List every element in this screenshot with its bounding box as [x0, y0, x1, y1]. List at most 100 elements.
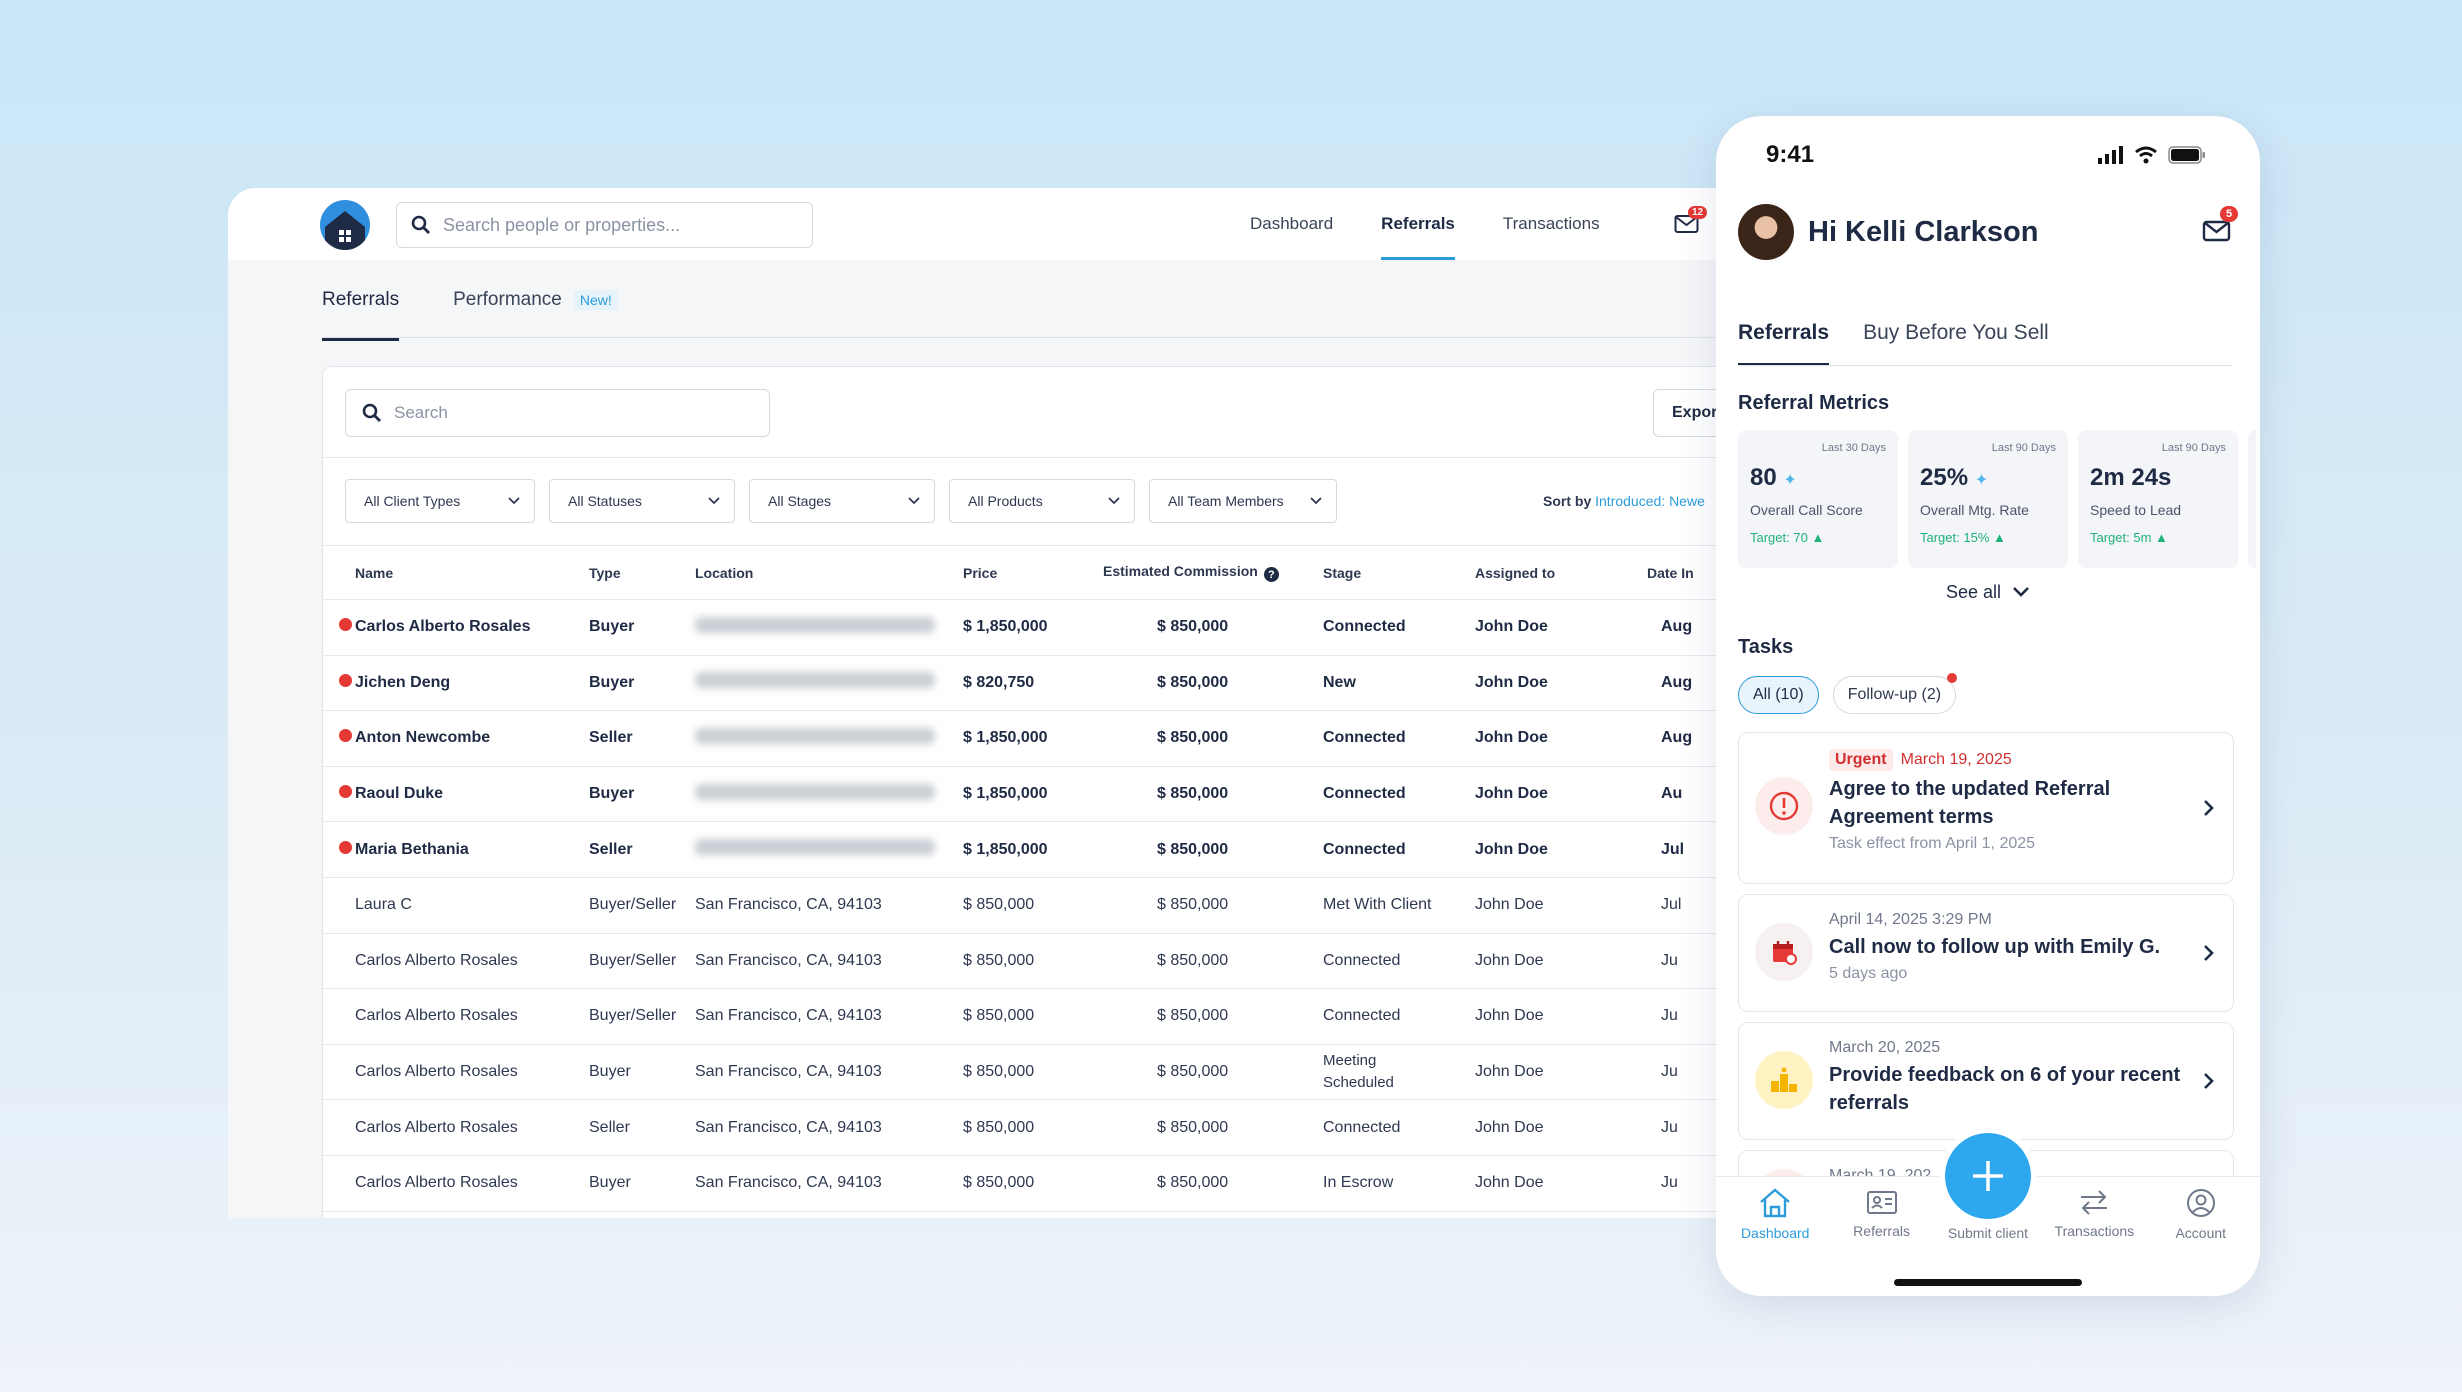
- header-name[interactable]: Name: [355, 545, 589, 600]
- header-type[interactable]: Type: [589, 545, 695, 600]
- filter-dropdown[interactable]: All Team Members: [1149, 479, 1337, 523]
- nav-referrals[interactable]: Referrals: [1832, 1177, 1932, 1296]
- cell-stage-wrap: Connected: [1323, 933, 1475, 990]
- task-body: March 20, 2025 Provide feedback on 6 of …: [1829, 1039, 2183, 1117]
- table-search-input[interactable]: Search: [345, 389, 770, 437]
- see-all-label: See all: [1945, 582, 2002, 602]
- filter-label: All Stages: [768, 493, 832, 509]
- cell-name: Carlos Alberto Rosales: [355, 1155, 589, 1212]
- export-button[interactable]: Expor: [1653, 389, 1768, 437]
- podium-icon: [1755, 1051, 1813, 1109]
- metric-card[interactable]: Last 90 Days 25% ✦ Overall Mtg. Rate Target…: [1908, 430, 2068, 568]
- table-row[interactable]: Carlos Alberto Rosales Buyer $ 1,850,000 $ …: [323, 599, 1723, 656]
- header-date[interactable]: Date In: [1647, 545, 1723, 600]
- logo[interactable]: [320, 200, 370, 250]
- mail-button[interactable]: 12: [1674, 206, 1708, 239]
- cell-date: Ju: [1647, 1099, 1723, 1156]
- cell-type: Buyer: [589, 1044, 695, 1101]
- cell-location: San Francisco, CA, 94103: [695, 951, 882, 969]
- cell-commission: $ 850,000: [1103, 988, 1323, 1045]
- table-row[interactable]: Anton Newcombe Seller $ 1,850,000 $ 850,000…: [323, 710, 1723, 767]
- filter-dropdown[interactable]: All Stages: [749, 479, 935, 523]
- table-row[interactable]: Maria Bethania Seller $ 1,850,000 $ 850,000…: [323, 821, 1723, 878]
- table-row[interactable]: Carlos Alberto Rosales Buyer/Seller San Fr…: [323, 933, 1723, 990]
- see-all-button[interactable]: See all: [1716, 582, 2260, 603]
- header-commission[interactable]: Estimated Commission?: [1103, 545, 1323, 600]
- nav-label: Submit client: [1947, 1225, 2029, 1241]
- help-icon[interactable]: ?: [1263, 567, 1279, 583]
- sort-control[interactable]: Sort by Introduced: Newe: [1543, 493, 1705, 509]
- cell-location: San Francisco, CA, 94103: [695, 896, 882, 914]
- cell-date: Ju: [1647, 988, 1723, 1045]
- chip-follow-up-label: Follow-up (2): [1847, 686, 1942, 703]
- filter-dropdown[interactable]: All Products: [949, 479, 1135, 523]
- avatar[interactable]: [1738, 204, 1794, 260]
- task-card[interactable]: March 20, 2025 Provide feedback on 6 of …: [1738, 1022, 2234, 1140]
- submit-client-fab[interactable]: [1945, 1133, 2031, 1219]
- chevron-down-icon: [1310, 497, 1322, 505]
- divider: [323, 457, 1768, 458]
- task-card[interactable]: Urgent March 19, 2025 Agree to the update…: [1738, 732, 2234, 884]
- filter-dropdown[interactable]: All Statuses: [549, 479, 735, 523]
- table-row[interactable]: Carlos Alberto Rosales Buyer San Francisco…: [323, 1044, 1723, 1101]
- metric-target-wrap: Target: 70 ▲: [1750, 530, 1824, 545]
- tab-referrals[interactable]: Referrals: [322, 260, 400, 341]
- urgent-badge: Urgent: [1829, 749, 1893, 771]
- nav-dashboard[interactable]: Dashboard: [1250, 214, 1334, 233]
- header-location[interactable]: Location: [695, 545, 963, 600]
- wifi-icon: [2135, 146, 2157, 164]
- cell-stage-wrap: Connected: [1323, 1099, 1475, 1156]
- filter-dropdown[interactable]: All Client Types: [345, 479, 535, 523]
- cell-price: $ 820,750: [963, 655, 1103, 712]
- referrals-table: Name Type Location Price Estimated Commi…: [323, 545, 1723, 1212]
- metric-period: Last 30 Days: [1821, 442, 1886, 454]
- metric-card[interactable]: Last 30 Days 80 ✦ Overall Call Score Target…: [1738, 430, 1898, 568]
- cell-stage: Connected: [1323, 729, 1406, 747]
- chevron-right-icon: [2204, 800, 2214, 816]
- table-row[interactable]: Jichen Deng Buyer $ 820,750 $ 850,000 New Joh…: [323, 655, 1723, 712]
- tab-referrals[interactable]: Referrals: [1738, 300, 1830, 366]
- table-row[interactable]: Laura C Buyer/Seller San Francisco, CA, 94…: [323, 877, 1723, 934]
- cell-assigned: John Doe: [1475, 1155, 1647, 1212]
- global-search-input[interactable]: Search people or properties...: [396, 202, 813, 248]
- header-status: [323, 545, 355, 600]
- cell-location-wrap: San Francisco, CA, 94103: [695, 1044, 963, 1101]
- mail-button[interactable]: 5: [2202, 206, 2239, 247]
- header-assigned[interactable]: Assigned to: [1475, 545, 1647, 600]
- nav-submit-client[interactable]: Submit client: [1938, 1177, 2038, 1296]
- nav-dashboard[interactable]: Dashboard: [1725, 1177, 1825, 1296]
- task-card[interactable]: April 14, 2025 3:29 PM Call now to follo…: [1738, 894, 2234, 1012]
- nav-transactions[interactable]: Transactions: [1502, 214, 1600, 233]
- notification-dot: [1947, 673, 1958, 683]
- tab-performance[interactable]: Performance New!: [453, 260, 618, 340]
- nav-referrals[interactable]: Referrals: [1381, 188, 1455, 260]
- cell-assigned: John Doe: [1475, 1099, 1647, 1156]
- chevron-down-icon: [908, 497, 920, 505]
- mail-badge: 12: [1688, 206, 1708, 219]
- cell-name: Laura C: [355, 877, 589, 934]
- blurred-location: [695, 616, 935, 633]
- mail-icon: [1674, 215, 1699, 233]
- cell-status: [323, 766, 355, 823]
- tab-buy-before-you-sell[interactable]: Buy Before You Sell: [1863, 321, 2049, 344]
- table-row[interactable]: Carlos Alberto Rosales Buyer/Seller San Fr…: [323, 988, 1723, 1045]
- nav-account[interactable]: Account: [2151, 1177, 2251, 1296]
- metrics-row: Last 30 Days 80 ✦ Overall Call Score Target…: [1738, 430, 2256, 568]
- filter-bar: All Client Types All Statuses All Stages Al…: [345, 479, 1337, 523]
- metric-value-wrap: 80 ✦: [1750, 464, 1797, 492]
- table-row[interactable]: Raoul Duke Buyer $ 1,850,000 $ 850,000 Conne…: [323, 766, 1723, 823]
- cell-location-wrap: [695, 710, 963, 767]
- chip-follow-up[interactable]: Follow-up (2): [1832, 673, 1958, 714]
- chip-all[interactable]: All (10): [1738, 676, 1819, 714]
- metric-card[interactable]: Last 90 Days 2m 24s Speed to Lead Target: 5…: [2078, 430, 2238, 568]
- header-price[interactable]: Price: [963, 545, 1103, 600]
- signal-icon: [2098, 146, 2123, 164]
- table-row[interactable]: Carlos Alberto Rosales Buyer San Francisco…: [323, 1155, 1723, 1212]
- cell-stage-wrap: New: [1323, 655, 1475, 712]
- header-stage[interactable]: Stage: [1323, 545, 1475, 600]
- filter-label: All Client Types: [364, 493, 461, 509]
- table-row[interactable]: Carlos Alberto Rosales Seller San Francisc…: [323, 1099, 1723, 1156]
- cell-price: $ 850,000: [963, 1099, 1103, 1156]
- nav-transactions[interactable]: Transactions: [2044, 1177, 2144, 1296]
- cell-type: Buyer: [589, 766, 695, 823]
